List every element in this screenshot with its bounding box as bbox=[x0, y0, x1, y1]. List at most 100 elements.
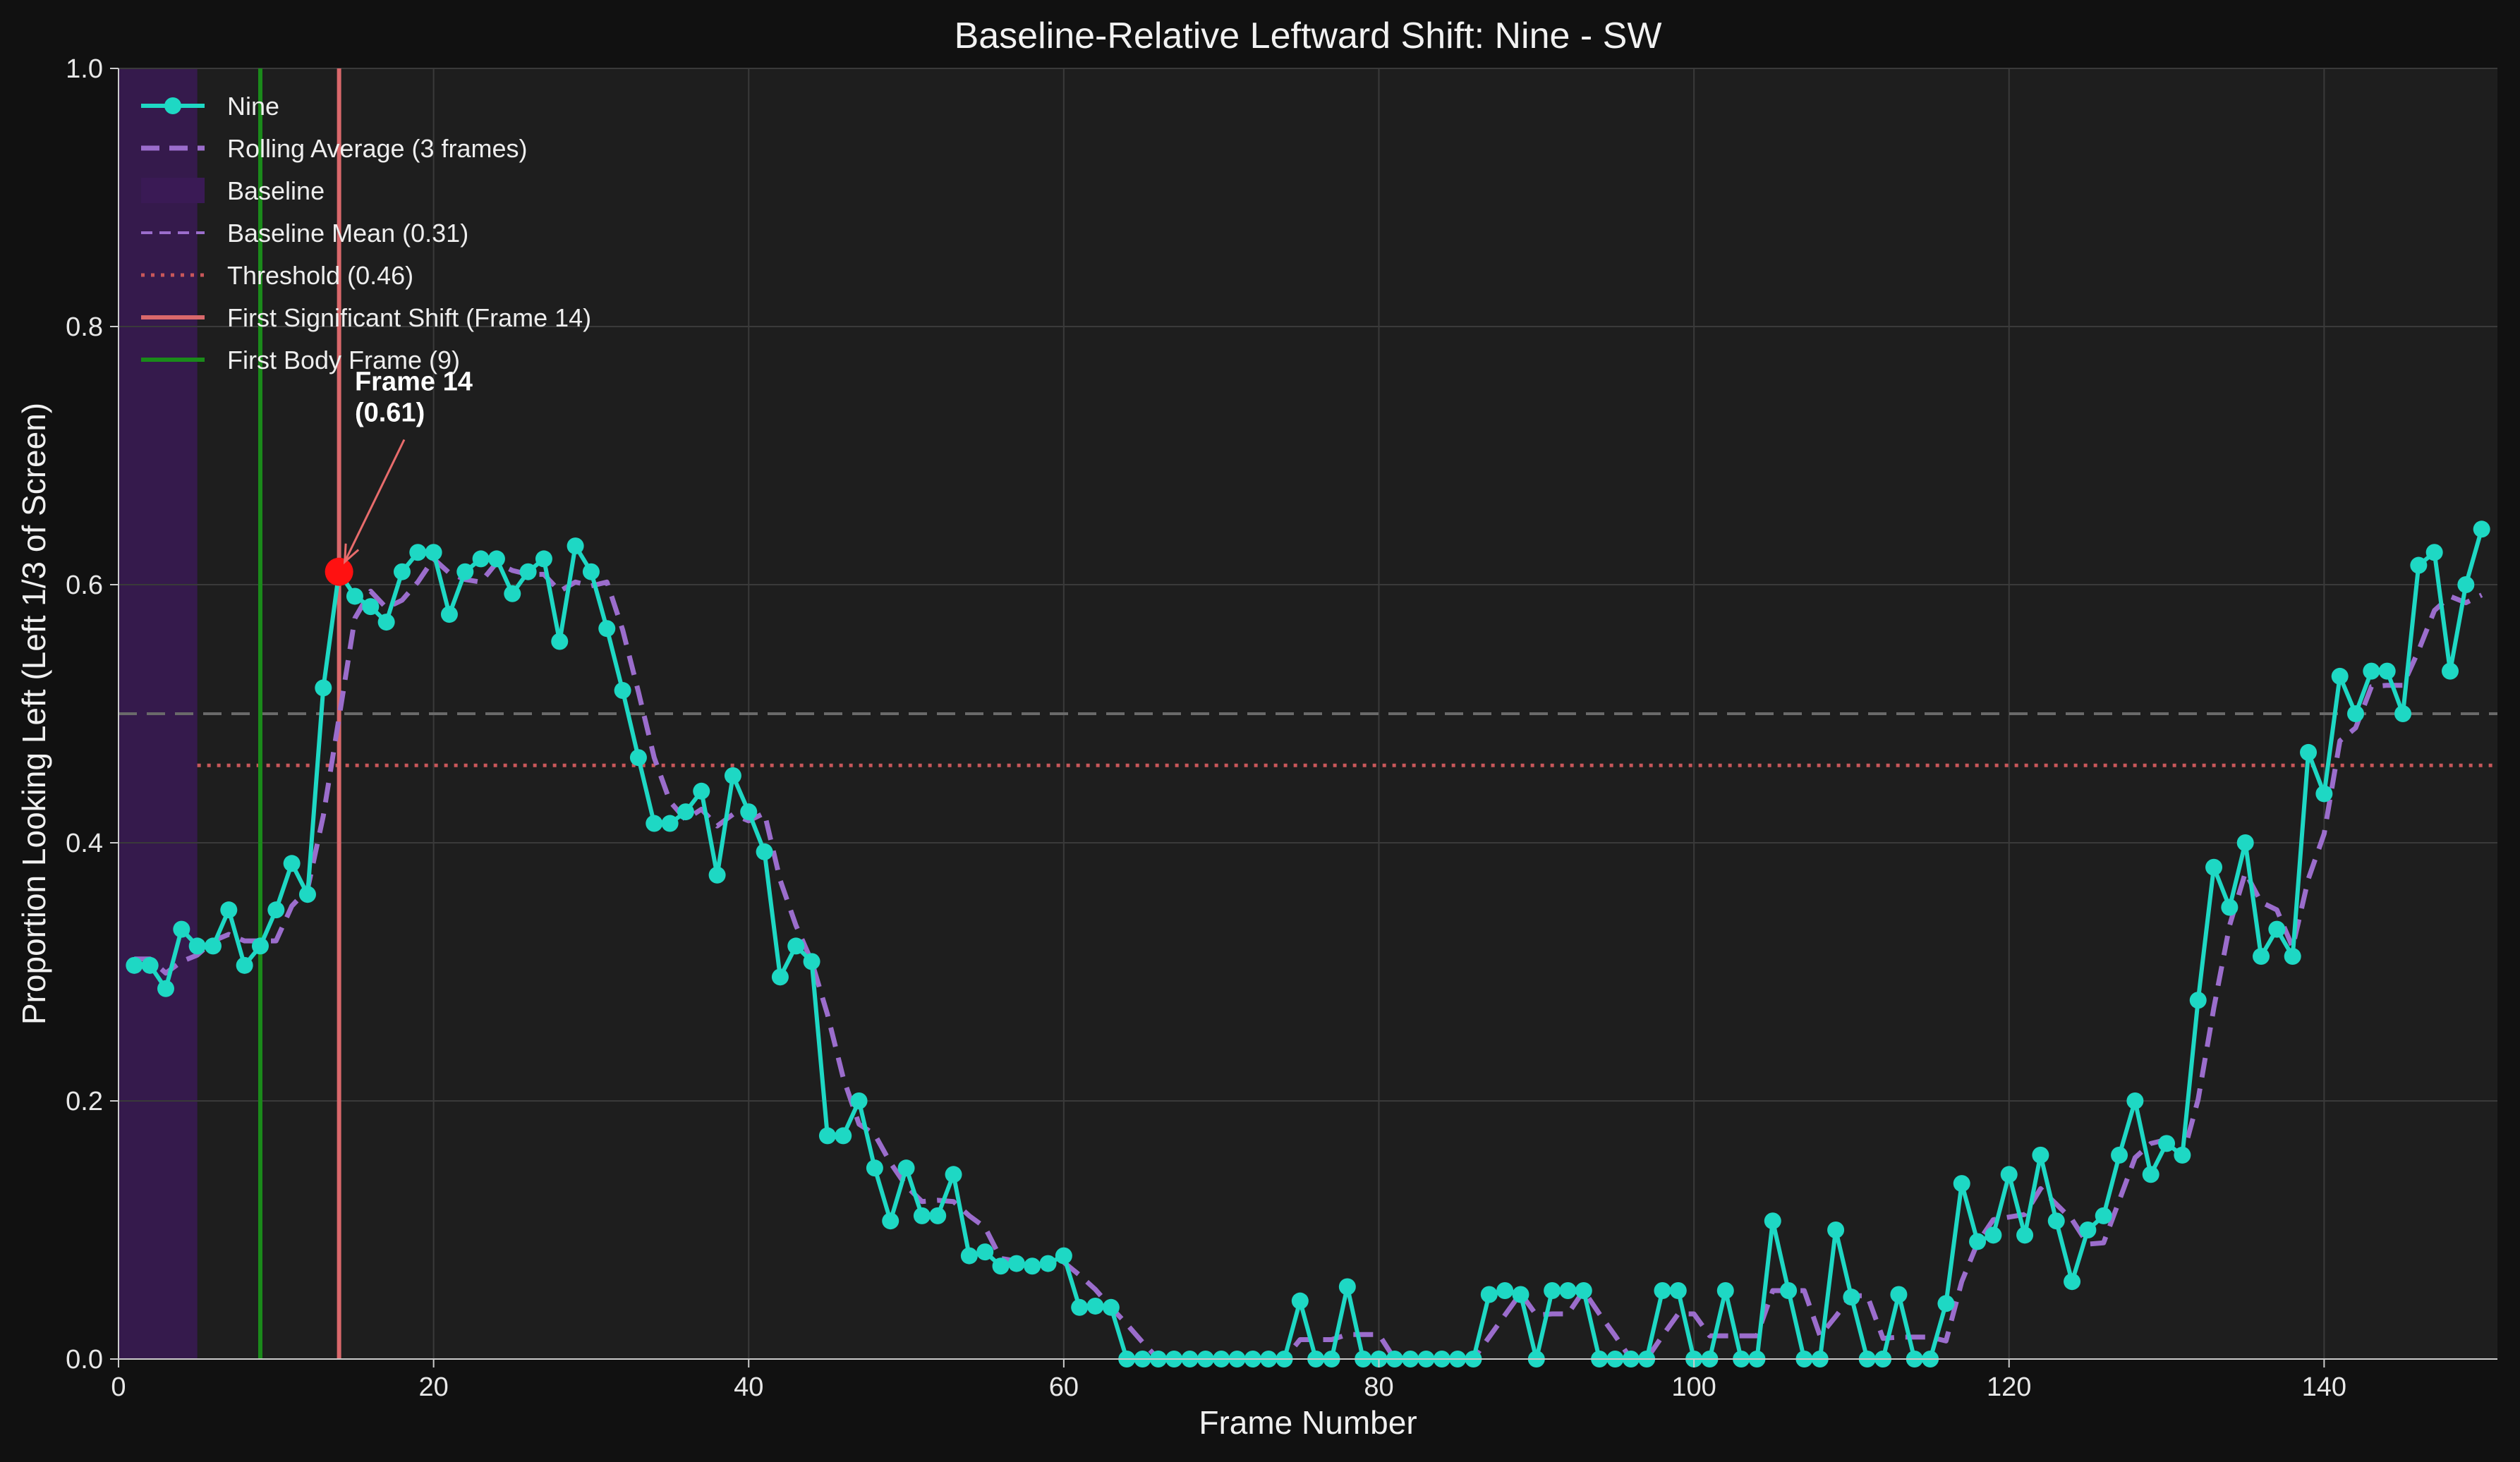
data-point bbox=[535, 550, 552, 568]
legend-entry: Threshold (0.46) bbox=[141, 261, 413, 290]
x-tick-label: 60 bbox=[1049, 1372, 1079, 1402]
legend-entry: Rolling Average (3 frames) bbox=[141, 134, 528, 163]
annotation-arrowhead bbox=[343, 543, 360, 565]
data-point bbox=[440, 606, 458, 623]
data-point bbox=[1102, 1298, 1120, 1316]
data-point bbox=[1039, 1255, 1057, 1272]
data-point bbox=[2111, 1146, 2128, 1164]
data-point bbox=[582, 563, 600, 580]
data-point bbox=[913, 1207, 931, 1224]
data-point bbox=[220, 901, 238, 919]
legend-entry: First Significant Shift (Frame 14) bbox=[141, 303, 591, 332]
data-point bbox=[409, 544, 427, 561]
data-point bbox=[251, 937, 269, 955]
data-point bbox=[598, 620, 616, 638]
data-point bbox=[2047, 1212, 2065, 1230]
data-point bbox=[2095, 1207, 2112, 1224]
data-point bbox=[2425, 544, 2443, 561]
x-axis-label: Frame Number bbox=[1199, 1404, 1417, 1441]
data-point bbox=[835, 1127, 852, 1145]
legend-label: First Body Frame (9) bbox=[227, 346, 460, 374]
data-point bbox=[2253, 948, 2270, 965]
data-point bbox=[472, 550, 490, 568]
data-point bbox=[1512, 1286, 1529, 1303]
data-point bbox=[897, 1159, 915, 1177]
data-point bbox=[1007, 1255, 1025, 1272]
data-point bbox=[1654, 1282, 1671, 1300]
data-point bbox=[204, 937, 222, 955]
x-tick-label: 80 bbox=[1364, 1372, 1393, 1402]
data-point bbox=[1827, 1222, 1845, 1238]
data-point bbox=[677, 803, 694, 821]
chart-title: Baseline-Relative Leftward Shift: Nine -… bbox=[955, 16, 1662, 56]
annotation-arrow bbox=[344, 439, 406, 563]
legend-entry: First Body Frame (9) bbox=[141, 346, 460, 374]
data-point bbox=[2363, 662, 2380, 680]
data-point bbox=[629, 749, 647, 767]
y-tick-label: 0.6 bbox=[66, 571, 103, 600]
legend-entry: Nine bbox=[141, 92, 279, 121]
x-tick-label: 120 bbox=[1987, 1372, 2031, 1402]
data-point bbox=[1338, 1278, 1356, 1296]
y-tick-label: 0.4 bbox=[66, 829, 103, 858]
data-point bbox=[1496, 1282, 1514, 1300]
data-point bbox=[1890, 1286, 1908, 1303]
data-point bbox=[2174, 1146, 2191, 1164]
legend-label: Baseline Mean (0.31) bbox=[227, 219, 468, 248]
data-point bbox=[693, 782, 710, 800]
data-point bbox=[1559, 1282, 1577, 1300]
data-point bbox=[567, 537, 584, 555]
data-point bbox=[945, 1166, 962, 1183]
data-point bbox=[850, 1092, 868, 1109]
data-point bbox=[976, 1243, 994, 1261]
y-tick-label: 0.8 bbox=[66, 312, 103, 342]
data-point bbox=[756, 843, 773, 860]
legend-entry: Baseline bbox=[141, 176, 325, 205]
data-point bbox=[2347, 705, 2365, 722]
data-point bbox=[1969, 1233, 1987, 1250]
y-tick-label: 1.0 bbox=[66, 54, 103, 84]
data-point bbox=[173, 920, 190, 938]
data-point bbox=[267, 901, 285, 919]
data-point bbox=[1291, 1292, 1309, 1310]
data-point bbox=[2079, 1222, 2097, 1238]
data-point bbox=[1937, 1295, 1955, 1312]
data-point bbox=[2331, 667, 2349, 685]
y-tick-label: 0.0 bbox=[66, 1345, 103, 1375]
data-point bbox=[724, 767, 741, 784]
data-point bbox=[2457, 576, 2475, 593]
data-point bbox=[1544, 1282, 1561, 1300]
data-point bbox=[551, 633, 569, 650]
data-point bbox=[2032, 1146, 2049, 1164]
data-point bbox=[1780, 1282, 1798, 1300]
data-point bbox=[661, 815, 679, 832]
legend-label: Baseline bbox=[227, 176, 325, 205]
data-point bbox=[2142, 1166, 2159, 1183]
data-point bbox=[157, 980, 174, 997]
data-point bbox=[283, 855, 301, 872]
data-point bbox=[425, 544, 442, 561]
data-point bbox=[2064, 1273, 2081, 1291]
data-point bbox=[188, 937, 206, 955]
data-point bbox=[614, 682, 631, 700]
x-tick-label: 100 bbox=[1671, 1372, 1716, 1402]
data-point bbox=[393, 563, 411, 580]
data-point bbox=[1985, 1226, 2002, 1244]
data-point bbox=[2394, 705, 2412, 722]
y-axis-label: Proportion Looking Left (Left 1/3 of Scr… bbox=[16, 403, 52, 1025]
data-point bbox=[298, 886, 316, 903]
legend-entry: Baseline Mean (0.31) bbox=[141, 219, 468, 248]
legend-label: Rolling Average (3 frames) bbox=[227, 134, 528, 163]
x-tick-label: 40 bbox=[734, 1372, 763, 1402]
data-point bbox=[1086, 1297, 1104, 1315]
data-point bbox=[2284, 948, 2301, 965]
legend-label: First Significant Shift (Frame 14) bbox=[227, 303, 591, 332]
data-point bbox=[2442, 662, 2459, 680]
annotation-label: Frame 14 bbox=[355, 367, 473, 396]
data-point bbox=[866, 1159, 883, 1177]
data-point bbox=[346, 587, 363, 605]
data-point bbox=[1055, 1247, 1072, 1265]
data-point bbox=[1764, 1212, 1781, 1230]
data-point bbox=[992, 1257, 1010, 1275]
data-point bbox=[2221, 898, 2239, 916]
